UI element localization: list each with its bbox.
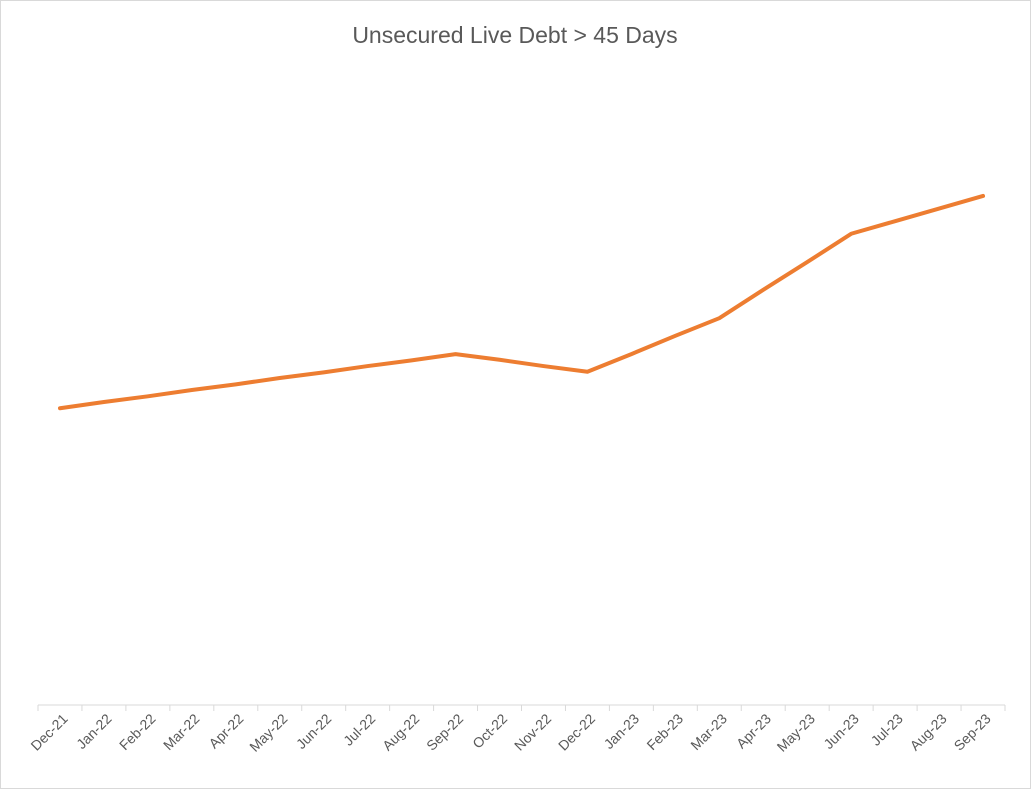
chart-title: Unsecured Live Debt > 45 Days <box>352 22 677 48</box>
line-series <box>57 193 986 411</box>
